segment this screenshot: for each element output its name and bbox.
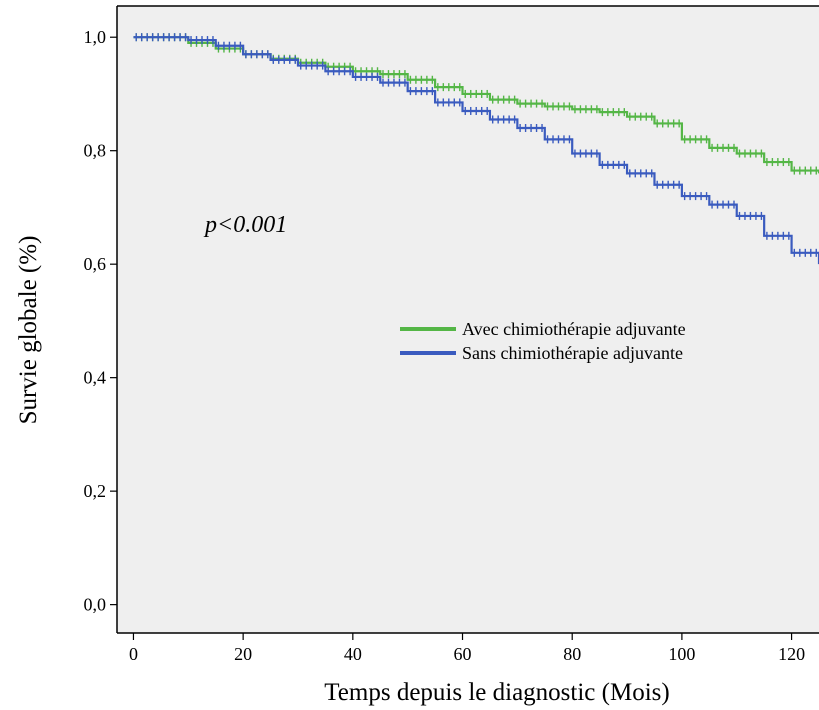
- x-tick-label: 60: [454, 644, 472, 664]
- legend-label-avec: Avec chimiothérapie adjuvante: [462, 319, 686, 339]
- x-tick-label: 20: [234, 644, 252, 664]
- y-tick-label: 0,4: [84, 368, 107, 388]
- y-tick-label: 0,0: [84, 595, 107, 615]
- y-tick-label: 1,0: [84, 27, 107, 47]
- x-tick-label: 120: [778, 644, 805, 664]
- y-tick-label: 0,6: [84, 254, 107, 274]
- x-tick-label: 100: [668, 644, 695, 664]
- series-layer: [133, 33, 819, 265]
- y-tick-label: 0,2: [84, 481, 107, 501]
- y-axis-ticks: 0,0 0,2 0,4 0,6 0,8 1,0: [84, 27, 117, 615]
- x-tick-label: 0: [129, 644, 138, 664]
- legend-label-sans: Sans chimiothérapie adjuvante: [462, 343, 683, 363]
- x-tick-label: 40: [344, 644, 362, 664]
- x-axis-title: Temps depuis le diagnostic (Mois): [324, 679, 669, 706]
- series-line-sans: [133, 36, 819, 265]
- y-axis-title: Survie globale (%): [15, 236, 42, 425]
- legend: Avec chimiothérapie adjuvante Sans chimi…: [400, 319, 686, 363]
- x-tick-label: 80: [563, 644, 581, 664]
- x-axis-ticks: 0 20 40 60 80 100 120: [129, 633, 805, 664]
- y-tick-label: 0,8: [84, 141, 107, 161]
- p-value-annotation: p<0.001: [203, 212, 287, 238]
